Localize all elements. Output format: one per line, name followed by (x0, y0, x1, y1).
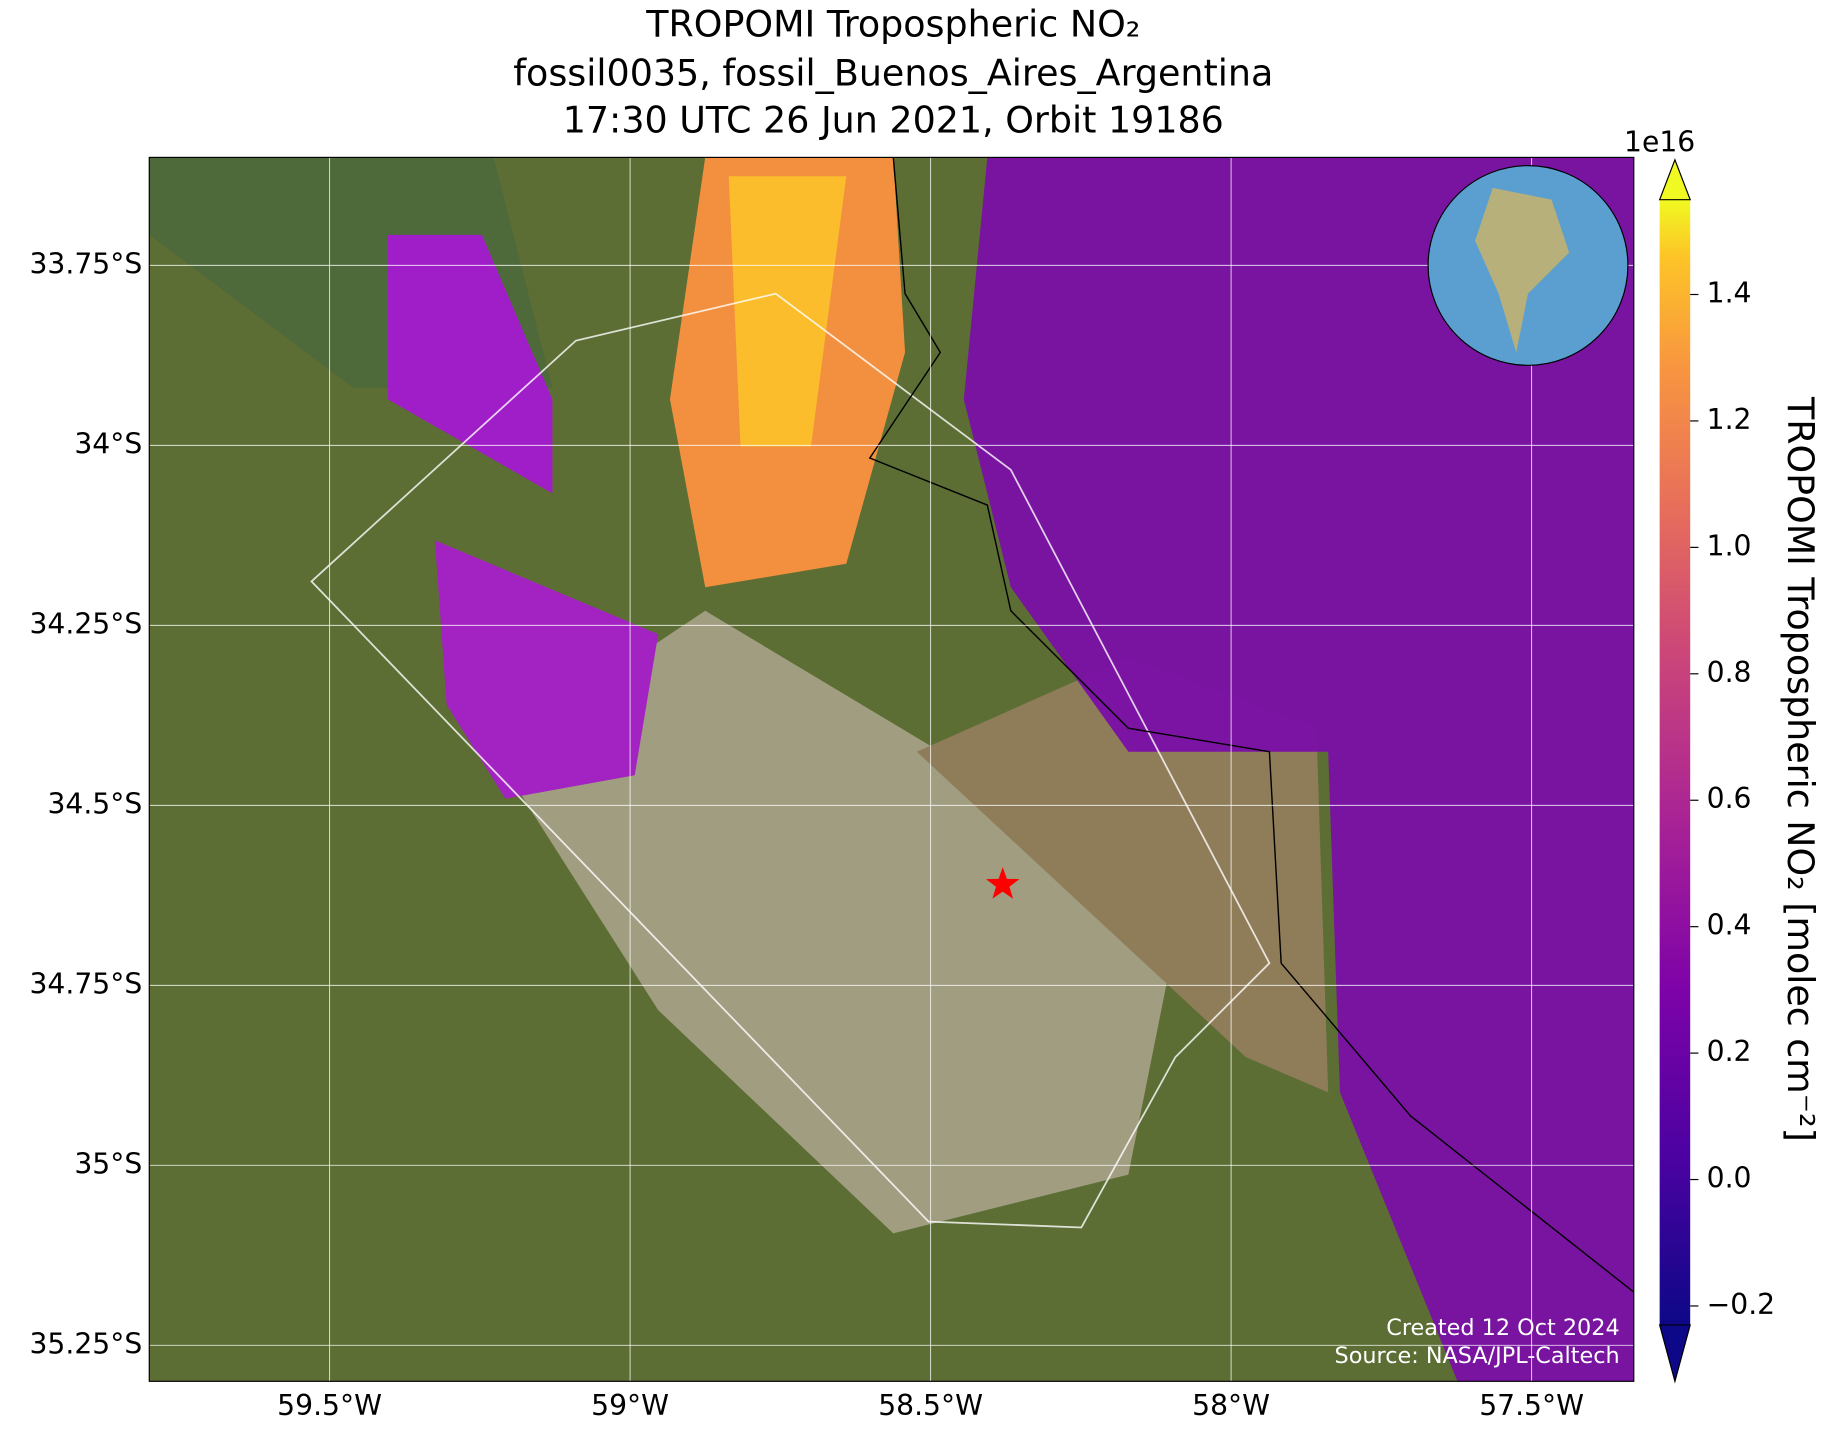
title-line: fossil0035, fossil_Buenos_Aires_Argentin… (513, 52, 1273, 95)
y-tick-label: 33.75°S (29, 247, 142, 280)
colorbar-extend-min (1658, 1324, 1691, 1384)
colorbar (1659, 199, 1691, 1325)
colorbar-multiplier: 1e16 (1624, 125, 1695, 158)
site-marker (985, 866, 1020, 899)
y-tick-label: 35.25°S (29, 1327, 142, 1360)
credit: Created 12 Oct 2024 (1386, 1315, 1619, 1341)
colorbar-tick-label: 0.6 (1707, 782, 1752, 815)
colorbar-tick-label: 0.0 (1707, 1162, 1752, 1195)
x-tick-label: 59°W (591, 1389, 669, 1422)
y-tick-label: 34°S (74, 427, 142, 460)
x-tick-label: 59.5°W (277, 1389, 382, 1422)
y-tick-label: 35°S (74, 1147, 142, 1180)
colorbar-tick-label: 0.4 (1707, 909, 1752, 942)
credit: Source: NASA/JPL-Caltech (1335, 1343, 1620, 1369)
colorbar-label: TROPOMI Tropospheric NO₂ [molec cm⁻²] (1779, 396, 1822, 1142)
x-tick-label: 58.5°W (878, 1389, 983, 1422)
no2-field (493, 157, 1634, 1382)
colorbar-tick-label: 1.0 (1707, 529, 1752, 562)
x-tick-label: 57.5°W (1479, 1389, 1584, 1422)
y-tick-label: 34.25°S (29, 607, 142, 640)
urban-area (493, 610, 1176, 1234)
colorbar-tick-label: 1.2 (1707, 403, 1752, 436)
title-line: 17:30 UTC 26 Jun 2021, Orbit 19186 (563, 99, 1224, 142)
no2-patch (434, 540, 659, 799)
no2-patch (387, 234, 553, 494)
coastline (868, 157, 1634, 1293)
x-tick-label: 58°W (1192, 1389, 1270, 1422)
colorbar-tick-label: 0.2 (1707, 1035, 1752, 1068)
map-frame (148, 156, 1635, 1382)
colorbar-extend-max (1658, 158, 1692, 201)
y-tick-label: 34.75°S (29, 967, 142, 1000)
river-plate (916, 657, 1329, 1093)
no2-plume-core (728, 176, 847, 447)
plume-footprint (310, 292, 1271, 1229)
y-tick-label: 34.5°S (47, 787, 142, 820)
colorbar-tick-label: −0.2 (1707, 1288, 1775, 1321)
graticule (149, 157, 1634, 1382)
title-line: TROPOMI Tropospheric NO₂ (645, 2, 1140, 45)
globe-continent (1475, 187, 1570, 353)
colorbar-tick-label: 1.4 (1707, 277, 1752, 310)
colorbar-tick-label: 0.8 (1707, 656, 1752, 689)
map-area (149, 157, 1634, 1382)
